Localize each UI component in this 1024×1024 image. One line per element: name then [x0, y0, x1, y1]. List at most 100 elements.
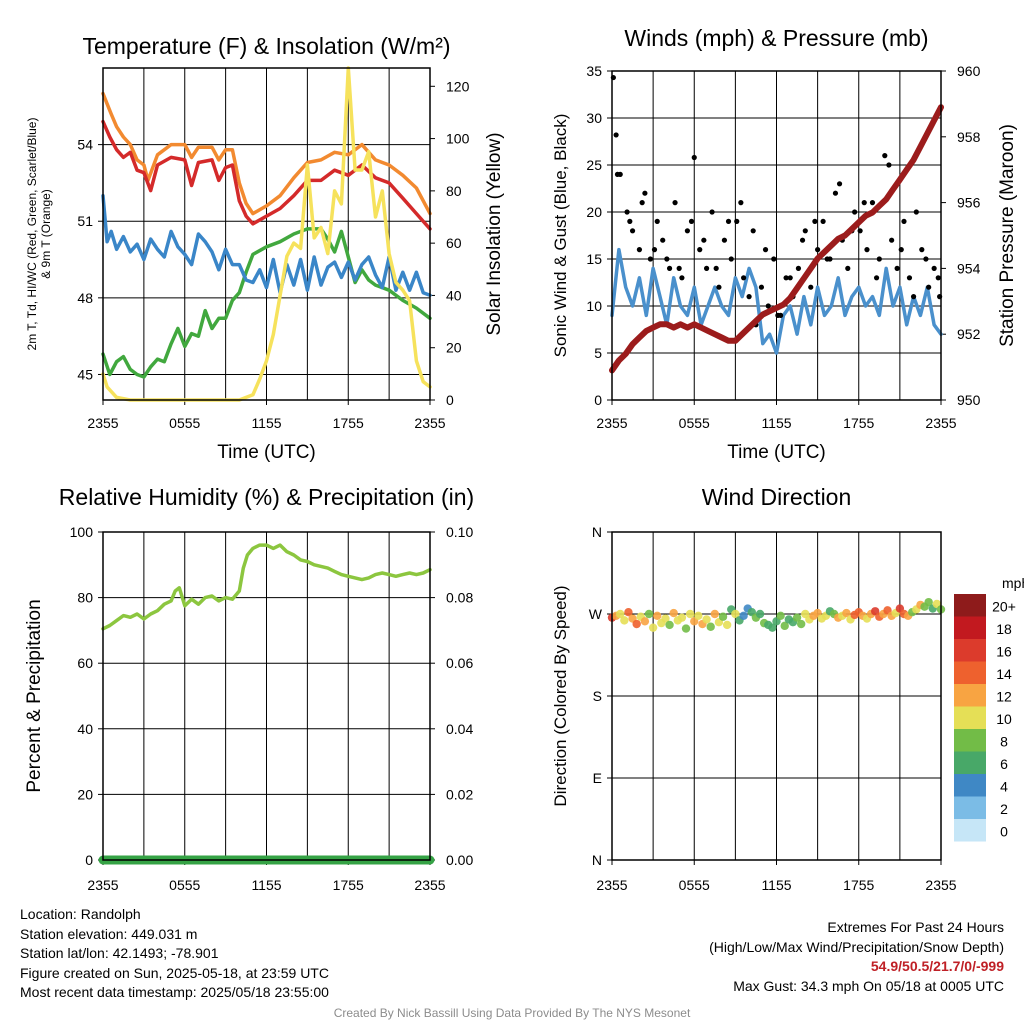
- extremes-title: Extremes For Past 24 Hours: [827, 919, 1004, 935]
- x-tick-label: 0555: [679, 415, 710, 431]
- direction-point: [648, 623, 658, 632]
- y-axis-label: 2m T, Td, HI/WC (Red, Green, Scarlet/Blu…: [25, 118, 39, 351]
- gust-point: [734, 218, 740, 224]
- x-axis-label: Time (UTC): [727, 442, 826, 463]
- gust-point: [771, 256, 777, 262]
- y-axis-label: Direction (Colored By Speed): [551, 585, 570, 806]
- gust-point: [716, 284, 722, 290]
- y2-tick-label: 0.10: [446, 524, 473, 540]
- legend-swatch: [954, 819, 986, 842]
- legend-swatch: [954, 661, 986, 684]
- direction-point: [710, 609, 720, 619]
- gust-point: [627, 218, 633, 224]
- gust-point: [688, 218, 695, 224]
- x-tick-label: 1155: [251, 877, 281, 893]
- gust-point: [857, 228, 863, 234]
- legend-label: 20+: [992, 598, 1016, 614]
- series-line-1: [101, 543, 432, 631]
- gust-point: [691, 154, 697, 161]
- y-tick-label: 51: [77, 213, 93, 229]
- y2-tick-label: 0: [446, 392, 454, 408]
- y-tick-label: N: [592, 524, 602, 540]
- gust-point: [697, 247, 703, 253]
- direction-point: [624, 607, 633, 617]
- gust-point: [795, 265, 802, 271]
- legend-label: 12: [996, 688, 1012, 704]
- gust-point: [664, 256, 670, 262]
- direction-point: [653, 611, 662, 621]
- legend-label: 6: [1000, 756, 1008, 772]
- gust-point: [713, 265, 719, 271]
- gust-point: [852, 209, 858, 215]
- gust-point: [614, 171, 621, 177]
- direction-point: [694, 611, 703, 621]
- gust-point: [636, 247, 643, 253]
- x-axis-label: Time (UTC): [217, 442, 316, 463]
- y-tick-label: 0: [85, 852, 93, 868]
- y2-tick-label: 0.00: [446, 852, 473, 868]
- gust-point: [647, 256, 653, 262]
- legend-label: 8: [1000, 733, 1008, 749]
- legend-swatch: [954, 729, 986, 752]
- x-tick-label: 2355: [87, 877, 118, 893]
- direction-point: [616, 609, 625, 619]
- gust-point: [919, 247, 925, 253]
- gust-point: [676, 265, 682, 271]
- legend-label: 14: [996, 666, 1012, 682]
- direction-point: [768, 623, 777, 632]
- direction-point: [776, 611, 785, 621]
- plot-frame: [611, 70, 942, 401]
- direction-point: [796, 619, 806, 629]
- gust-point: [642, 190, 648, 196]
- chart-title: Winds (mph) & Pressure (mb): [624, 25, 928, 51]
- x-tick-label: 2355: [925, 415, 956, 431]
- gust-point: [861, 200, 867, 206]
- legend-swatch: [954, 616, 986, 639]
- y-tick-label: 30: [586, 110, 602, 126]
- x-tick-label: 1755: [843, 415, 874, 431]
- legend-label: 18: [996, 621, 1012, 637]
- gust-point: [684, 228, 690, 234]
- y-tick-label: 60: [77, 655, 93, 671]
- legend-swatch: [954, 594, 986, 617]
- gust-point: [762, 247, 769, 253]
- direction-point: [644, 609, 654, 619]
- gust-point: [913, 209, 919, 215]
- x-tick-label: 1155: [251, 415, 281, 431]
- station-latlon: Station lat/lon: 42.1493; -78.901: [20, 945, 219, 961]
- gust-point: [836, 181, 843, 187]
- credit-line: Created By Nick Bassill Using Data Provi…: [333, 1006, 691, 1020]
- gust-point: [787, 275, 793, 281]
- direction-point: [924, 597, 933, 607]
- x-tick-label: 2355: [596, 877, 627, 893]
- gust-point: [815, 247, 821, 253]
- y2-tick-label: 20: [446, 340, 462, 356]
- plot-frame: [611, 531, 942, 861]
- legend-label: 16: [996, 643, 1012, 659]
- legend-swatch: [954, 751, 986, 774]
- gust-point: [873, 275, 880, 281]
- direction-point: [755, 609, 765, 619]
- y-tick-label: 80: [77, 590, 93, 606]
- gust-point: [845, 265, 851, 271]
- gust-point: [721, 237, 728, 243]
- legend-label: 2: [1000, 801, 1008, 817]
- y2-tick-label: 960: [957, 63, 981, 79]
- y-tick-label: 25: [586, 157, 602, 173]
- y-tick-label: 35: [586, 63, 602, 79]
- max-gust: Max Gust: 34.3 mph On 05/18 at 0005 UTC: [733, 977, 1004, 994]
- y2-tick-label: 950: [957, 392, 981, 408]
- y2-tick-label: 0.04: [446, 721, 473, 737]
- gust-point: [750, 228, 756, 234]
- y-tick-label: 100: [70, 524, 94, 540]
- direction-point: [718, 612, 728, 621]
- legend-swatch: [954, 796, 986, 819]
- y2-tick-label: 952: [957, 326, 981, 342]
- direction-point: [685, 609, 695, 619]
- gust-point: [725, 218, 732, 224]
- gust-point: [906, 275, 913, 281]
- legend-label: 4: [1000, 778, 1008, 794]
- gust-point: [812, 218, 818, 224]
- direction-point: [640, 617, 650, 626]
- y-tick-label: W: [589, 606, 603, 622]
